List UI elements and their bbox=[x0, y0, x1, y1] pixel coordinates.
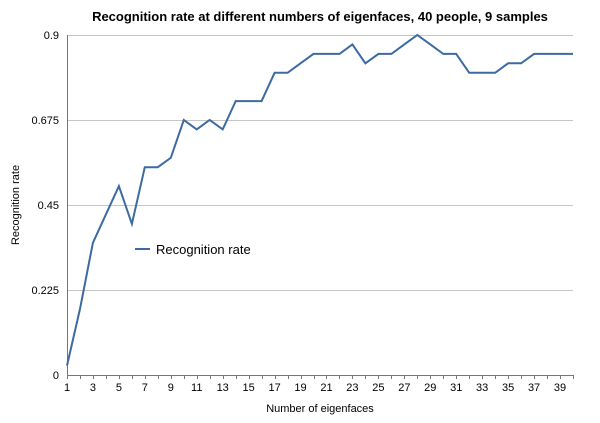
x-tick-label: 13 bbox=[217, 382, 229, 394]
y-tick-label: 0.9 bbox=[44, 30, 59, 42]
chart-title: Recognition rate at different numbers of… bbox=[92, 9, 548, 24]
series-lines bbox=[66, 33, 573, 366]
gridlines bbox=[67, 35, 573, 291]
x-tick-label: 31 bbox=[450, 382, 462, 394]
x-tick-label: 29 bbox=[424, 382, 436, 394]
x-tick-label: 23 bbox=[346, 382, 358, 394]
y-tick-label: 0.45 bbox=[38, 200, 59, 212]
x-tick-label: 11 bbox=[191, 382, 202, 394]
x-tick-label: 17 bbox=[268, 382, 280, 394]
axes bbox=[67, 35, 574, 379]
legend-label-recognition-rate: Recognition rate bbox=[156, 242, 251, 257]
x-tick-label: 25 bbox=[372, 382, 384, 394]
series-line-recognition-rate bbox=[66, 33, 573, 366]
x-tick-label: 33 bbox=[476, 382, 488, 394]
x-tick-label: 27 bbox=[398, 382, 410, 394]
x-tick-label: 37 bbox=[528, 382, 540, 394]
legend: Recognition rate bbox=[135, 242, 251, 257]
y-axis-label: Recognition rate bbox=[10, 165, 22, 245]
x-tick-label: 3 bbox=[90, 382, 96, 394]
x-tick-label: 21 bbox=[320, 382, 332, 394]
y-tick-label: 0.675 bbox=[31, 115, 59, 127]
x-tick-label: 7 bbox=[142, 382, 148, 394]
x-axis-label: Number of eigenfaces bbox=[266, 403, 374, 415]
x-tick-label: 19 bbox=[294, 382, 306, 394]
x-tick-label: 15 bbox=[243, 382, 255, 394]
x-tick-label: 39 bbox=[554, 382, 566, 394]
x-tick-label: 1 bbox=[64, 382, 70, 394]
x-tick-label: 9 bbox=[168, 382, 174, 394]
x-tick-label: 5 bbox=[116, 382, 122, 394]
x-tick-label: 35 bbox=[502, 382, 514, 394]
y-tick-label: 0 bbox=[53, 370, 59, 382]
y-tick-label: 0.225 bbox=[31, 285, 59, 297]
